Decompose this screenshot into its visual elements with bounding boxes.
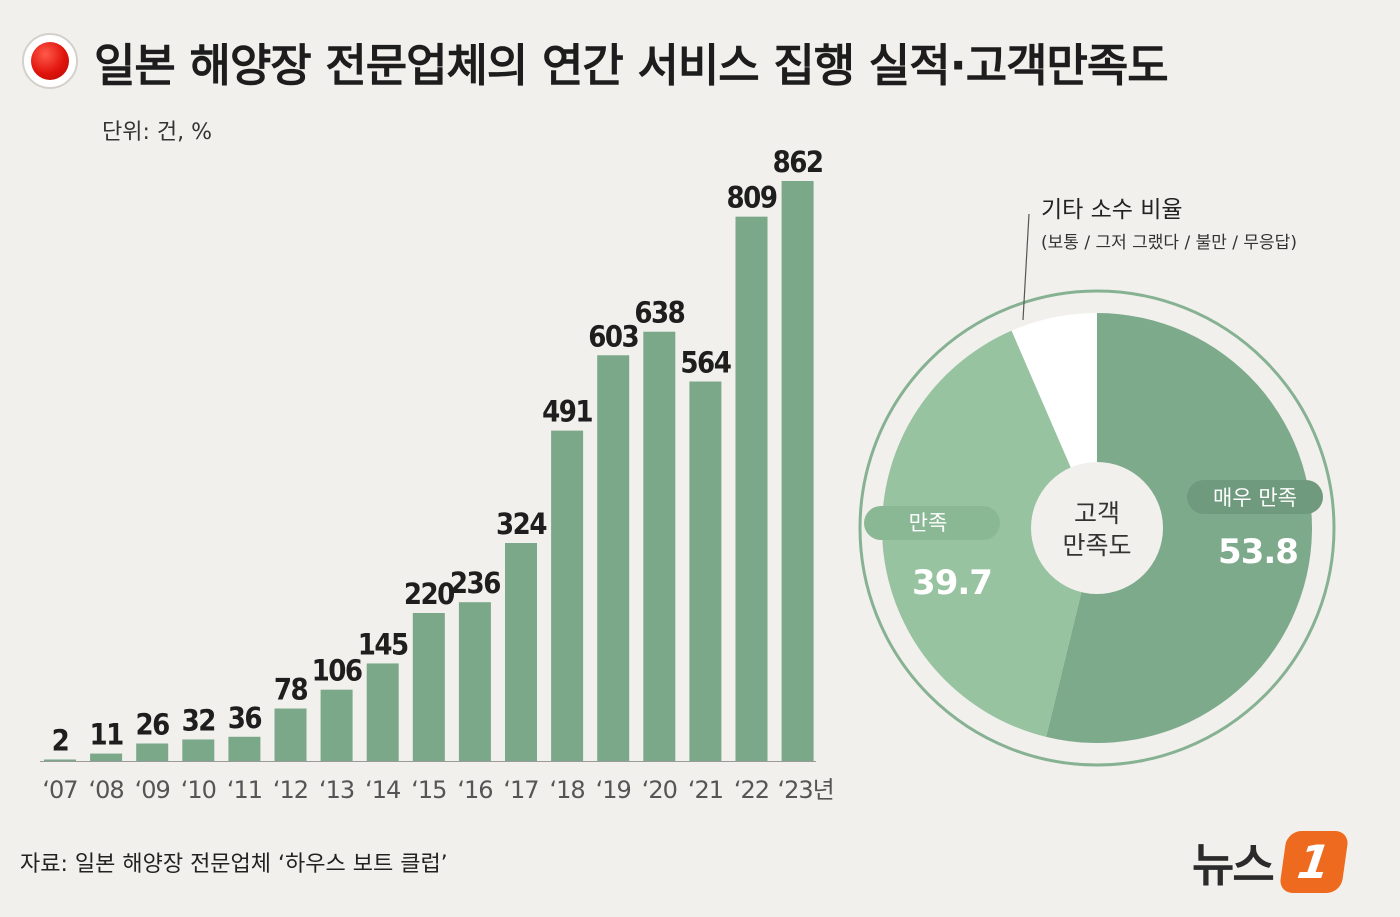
x-tick-label: ‘13 — [319, 776, 354, 804]
news1-logo: 뉴스 1 — [1192, 826, 1349, 898]
donut-outer-ring — [858, 289, 1336, 767]
x-tick-label: ‘22 — [734, 776, 769, 804]
x-tick-label: ‘20 — [642, 776, 677, 804]
bar-value-label: 236 — [450, 566, 500, 600]
x-tick-label: ‘15 — [411, 776, 446, 804]
bar-8 — [412, 612, 445, 761]
slice-label-very-satisfied: 매우 만족 — [1213, 486, 1297, 510]
bar-0 — [44, 759, 76, 761]
bar-value-label: 11 — [89, 718, 123, 752]
unit-label: 단위: 건, % — [102, 120, 213, 145]
x-tick-label: ‘10 — [181, 776, 216, 804]
bar-13 — [643, 331, 676, 761]
slice-value-very-satisfied: 53.8 — [1218, 532, 1298, 572]
bar-7 — [366, 663, 399, 761]
x-tick-label: ‘09 — [135, 776, 170, 804]
donut-center-hole — [1031, 462, 1163, 594]
x-tick-label: ‘23년 — [777, 776, 833, 804]
title-row: 일본 해양장 전문업체의 연간 서비스 집행 실적·고객만족도 — [22, 26, 1169, 96]
donut-center-label-line1: 고객 — [1074, 499, 1120, 528]
bar-value-label: 36 — [228, 701, 262, 735]
bar-4 — [228, 736, 261, 761]
label-pill-satisfied — [864, 506, 1000, 540]
bar-value-label: 106 — [312, 654, 362, 688]
bar-1 — [90, 753, 123, 761]
x-tick-label: ‘08 — [89, 776, 124, 804]
bar-value-label: 145 — [358, 627, 408, 661]
bar-11 — [551, 430, 584, 761]
bar-value-label: 564 — [680, 346, 730, 380]
bar-15 — [735, 216, 768, 761]
label-pill-very-satisfied — [1187, 480, 1323, 514]
bar-3 — [182, 739, 215, 761]
bar-16 — [781, 181, 814, 761]
bar-value-label: 603 — [588, 319, 638, 353]
x-tick-label: ‘17 — [503, 776, 538, 804]
x-tick-label: ‘18 — [550, 776, 585, 804]
bar-10 — [505, 542, 537, 761]
leader-line-other — [1022, 213, 1030, 321]
source-note: 자료: 일본 해양장 전문업체 ‘하우스 보트 클럽’ — [20, 852, 448, 877]
x-tick-label: ‘16 — [457, 776, 492, 804]
x-tick-label: ‘12 — [273, 776, 308, 804]
bar-2 — [136, 743, 169, 761]
red-dot-icon — [22, 33, 78, 89]
page-title: 일본 해양장 전문업체의 연간 서비스 집행 실적·고객만족도 — [94, 38, 1169, 92]
bar-value-label: 220 — [404, 577, 454, 611]
bar-value-label: 32 — [182, 703, 215, 737]
x-tick-label: ‘19 — [596, 776, 631, 804]
bar-6 — [320, 689, 353, 761]
bar-14 — [689, 381, 722, 761]
logo-text: 뉴스 — [1192, 838, 1275, 892]
slice-label-satisfied: 만족 — [909, 511, 948, 535]
bar-value-label: 26 — [136, 708, 170, 742]
bar-value-label: 491 — [542, 395, 592, 429]
x-tick-label: ‘07 — [42, 776, 77, 804]
bar-5 — [274, 708, 307, 761]
slice-label-other: 기타 소수 비율 — [1041, 197, 1183, 223]
bar-value-label: 324 — [496, 507, 546, 541]
slice-sublabel-other: (보통 / 그저 그랬다 / 불만 / 무응답) — [1041, 233, 1297, 253]
bar-value-label: 862 — [773, 145, 823, 179]
x-tick-label: ‘21 — [688, 776, 723, 804]
logo-mark: 1 — [1278, 831, 1349, 893]
pie-slice-0 — [1046, 313, 1313, 743]
donut-center-label-line2: 만족도 — [1062, 531, 1131, 560]
slice-value-satisfied: 39.7 — [912, 563, 992, 603]
x-tick-label: ‘11 — [227, 776, 262, 804]
bar-value-label: 2 — [52, 724, 69, 758]
bar-value-label: 78 — [274, 673, 308, 707]
bar-value-label: 809 — [727, 181, 777, 215]
bar-value-label: 638 — [634, 296, 684, 330]
x-tick-label: ‘14 — [365, 776, 400, 804]
bar-12 — [597, 355, 630, 761]
bar-9 — [458, 602, 491, 761]
